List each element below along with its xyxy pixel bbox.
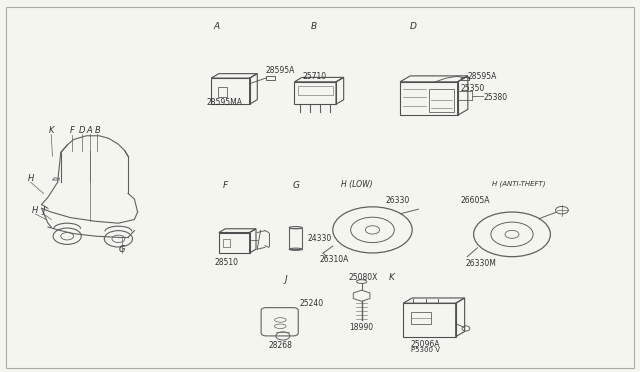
Text: A: A bbox=[87, 126, 92, 135]
Text: K: K bbox=[49, 126, 54, 135]
Text: H (LOW): H (LOW) bbox=[340, 180, 372, 189]
Text: 26605A: 26605A bbox=[460, 196, 490, 205]
Text: B: B bbox=[310, 22, 317, 31]
Text: F: F bbox=[70, 126, 75, 135]
Text: H: H bbox=[32, 206, 38, 215]
Text: 28268: 28268 bbox=[268, 341, 292, 350]
Text: H: H bbox=[28, 174, 34, 183]
Bar bbox=[461, 77, 469, 80]
Text: F: F bbox=[223, 182, 228, 190]
Text: G: G bbox=[292, 182, 299, 190]
Bar bbox=[429, 89, 454, 112]
Text: 28595MA: 28595MA bbox=[206, 98, 242, 107]
Text: K: K bbox=[388, 273, 395, 282]
Text: 28510: 28510 bbox=[214, 258, 239, 267]
Bar bbox=[266, 76, 275, 80]
Text: 25710: 25710 bbox=[303, 72, 327, 81]
Text: 26310A: 26310A bbox=[320, 255, 349, 264]
Text: 25080X: 25080X bbox=[349, 273, 378, 282]
Text: 26330M: 26330M bbox=[466, 259, 497, 268]
Bar bbox=[218, 87, 227, 97]
Text: 28595A: 28595A bbox=[467, 72, 497, 81]
Text: G: G bbox=[118, 245, 125, 254]
Text: 25380: 25380 bbox=[484, 93, 508, 102]
Text: P5300 V: P5300 V bbox=[411, 347, 440, 353]
Text: J: J bbox=[42, 206, 45, 215]
Text: 25240: 25240 bbox=[300, 299, 324, 308]
Text: A: A bbox=[213, 22, 220, 31]
Text: D: D bbox=[79, 126, 85, 135]
Text: D: D bbox=[410, 22, 416, 31]
Text: 24330: 24330 bbox=[307, 234, 332, 243]
Text: B: B bbox=[95, 126, 100, 135]
Text: 26330: 26330 bbox=[385, 196, 410, 205]
Text: H (ANTI-THEFT): H (ANTI-THEFT) bbox=[492, 181, 545, 187]
Bar bbox=[223, 239, 230, 247]
Text: 25096A: 25096A bbox=[411, 340, 440, 349]
Bar bbox=[411, 312, 431, 324]
Bar bbox=[298, 86, 333, 95]
Text: J: J bbox=[284, 275, 287, 283]
Text: 25350: 25350 bbox=[460, 84, 484, 93]
Text: 18990: 18990 bbox=[349, 323, 373, 332]
Text: 28595A: 28595A bbox=[266, 66, 295, 75]
